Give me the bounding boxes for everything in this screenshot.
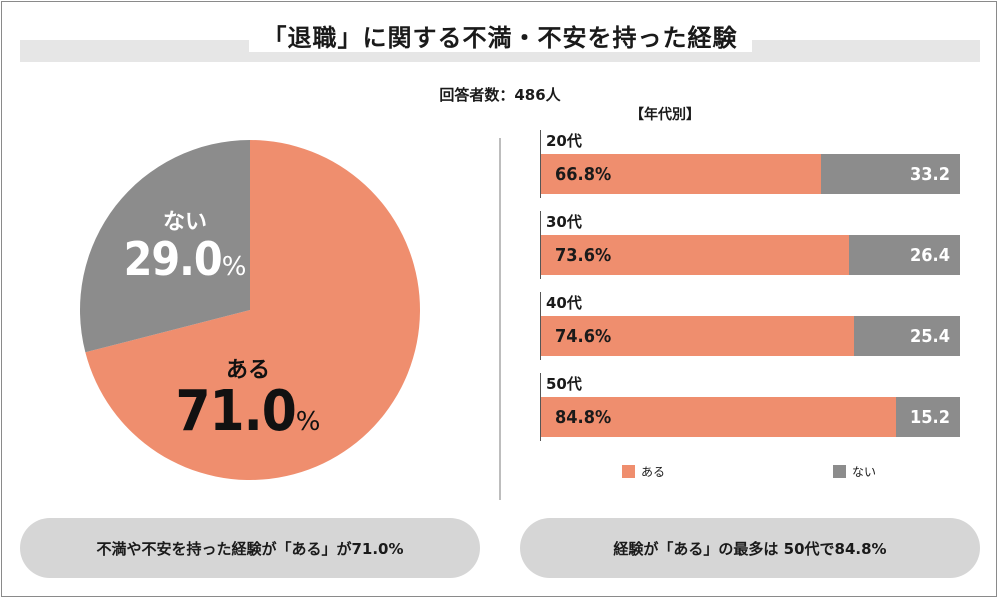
bar-group: 40代 74.6% 25.4: [535, 290, 965, 360]
bar-chart-subtitle: 【年代別】: [630, 107, 700, 123]
pie-label-nai: ない 29.0%: [120, 204, 250, 282]
bar-segment-aru: 84.8%: [541, 397, 897, 437]
summary-left: 不満や不安を持った経験が「ある」が71.0%: [20, 518, 480, 578]
legend-swatch-aru: [622, 465, 635, 478]
bar-segment-aru: 66.8%: [541, 154, 821, 194]
divider: [499, 138, 501, 500]
bar-category-label: 40代: [546, 294, 582, 312]
stacked-bar-chart: 20代 66.8% 33.2 30代 73.6% 26.4 40代 74.6% 25.4 50代 8…: [535, 128, 975, 458]
bar-axis-line: [540, 373, 541, 441]
legend-swatch-nai: [833, 465, 846, 478]
bar-segment-aru: 74.6%: [541, 316, 854, 356]
pie-label-nai-category: ない: [162, 210, 207, 235]
bar-segment-nai: 25.4: [853, 316, 960, 356]
bar-segment-nai: 26.4: [849, 235, 960, 275]
pie-label-aru: ある 71.0%: [168, 352, 328, 440]
bar-category-label: 20代: [546, 132, 582, 150]
pie-label-aru-value: 71.0: [175, 379, 296, 444]
bar-category-label: 50代: [546, 375, 582, 393]
pie-label-aru-unit: %: [295, 407, 321, 437]
pie-label-nai-unit: %: [221, 252, 247, 282]
bar-axis-line: [540, 211, 541, 279]
pie-chart: [79, 140, 421, 480]
legend-item-nai: ない: [833, 463, 876, 480]
bar-group: 50代 84.8% 15.2: [535, 371, 965, 441]
legend-item-aru: ある: [622, 463, 665, 480]
pie-label-nai-value: 29.0: [123, 232, 223, 286]
bar-axis-line: [540, 130, 541, 198]
pie-slice-nai: [79, 140, 250, 353]
legend-label-nai: ない: [852, 465, 877, 479]
bar-segment-aru: 73.6%: [541, 235, 850, 275]
bar-group: 20代 66.8% 33.2: [535, 128, 965, 198]
bar-group: 30代 73.6% 26.4: [535, 209, 965, 279]
respondent-count: 回答者数：486人: [439, 86, 561, 104]
bar-segment-nai: 15.2: [896, 397, 960, 437]
chart-title: 「退職」に関する不満・不安を持った経験: [0, 18, 1000, 53]
legend-label-aru: ある: [641, 465, 666, 479]
bar-axis-line: [540, 292, 541, 360]
chart-title-text: 「退職」に関する不満・不安を持った経験: [248, 24, 752, 52]
pie-label-aru-category: ある: [225, 358, 270, 383]
bar-segment-nai: 33.2: [820, 154, 960, 194]
bar-category-label: 30代: [546, 213, 582, 231]
summary-right: 経験が「ある」の最多は 50代で84.8%: [520, 518, 980, 578]
pie-slice-aru: [85, 140, 421, 480]
